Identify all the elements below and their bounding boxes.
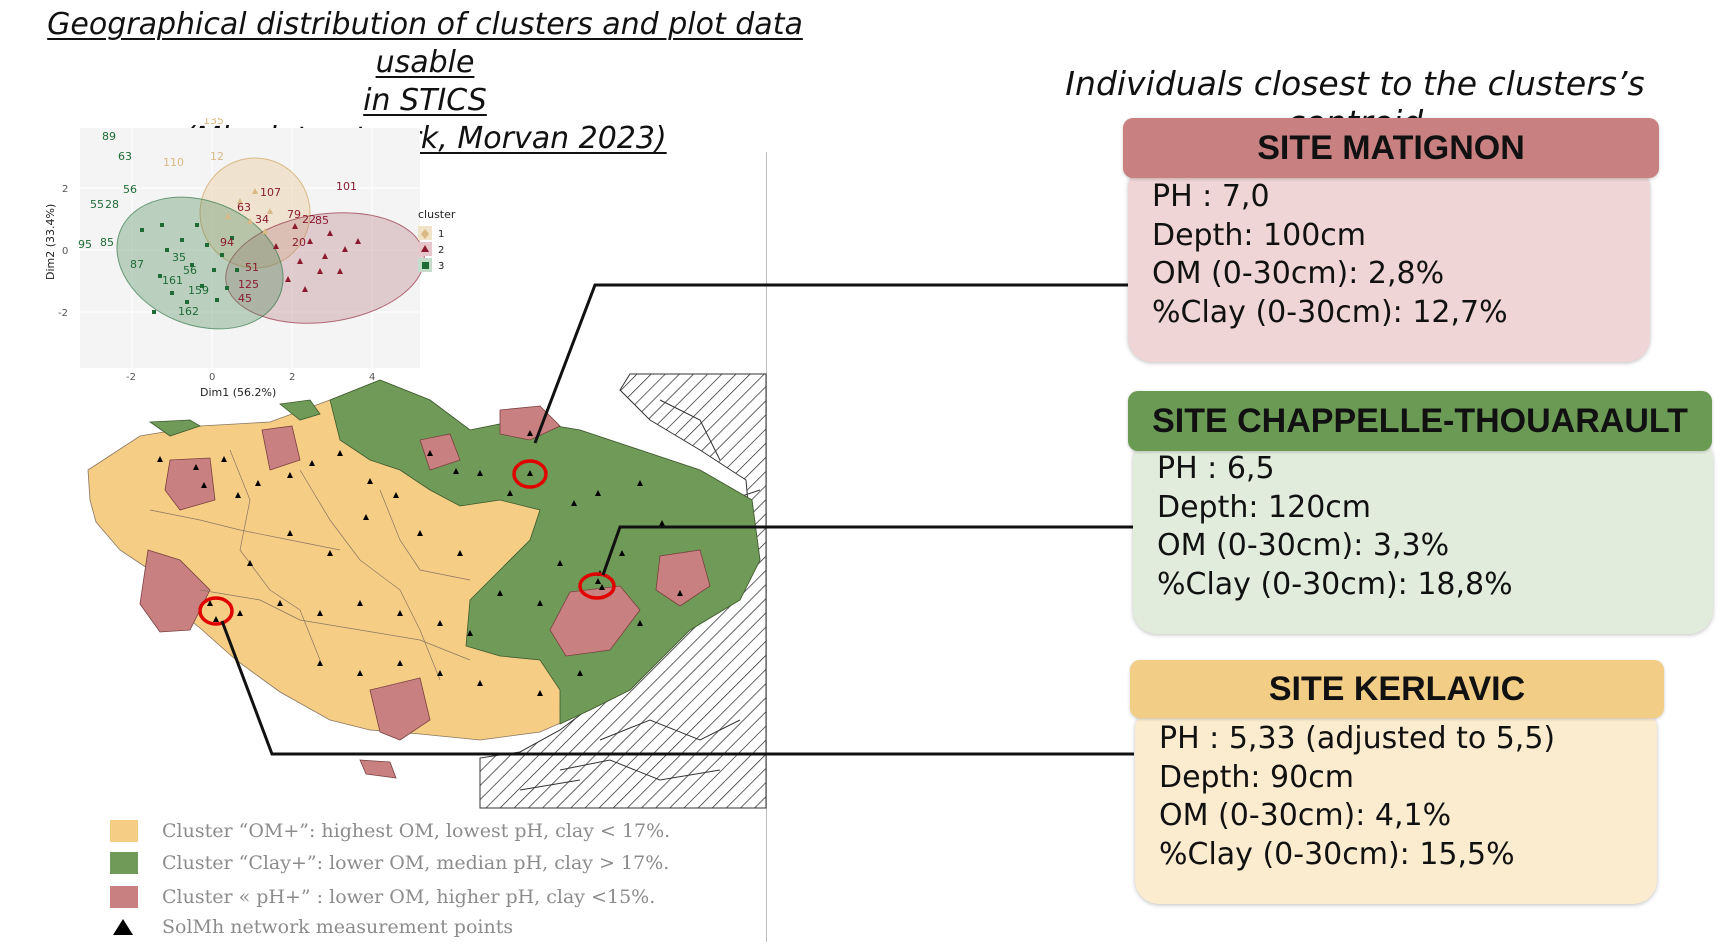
card-body: PH : 7,0 Depth: 100cm OM (0-30cm): 2,8% … bbox=[1128, 164, 1650, 362]
legend-label: Cluster “OM+”: highest OM, lowest pH, cl… bbox=[162, 820, 671, 842]
connector-kerlavic bbox=[220, 620, 1134, 756]
legend-swatch bbox=[110, 820, 138, 842]
pca-xtick: 4 bbox=[369, 372, 375, 383]
pca-legend-title: cluster bbox=[418, 208, 456, 221]
connector-matignon bbox=[533, 283, 1130, 444]
pca-label: 85 bbox=[100, 236, 114, 249]
pca-label: 107 bbox=[260, 186, 281, 199]
legend-label: Cluster “Clay+”: lower OM, median pH, cl… bbox=[162, 852, 670, 874]
triangle-icon bbox=[113, 919, 133, 935]
connector-chapelle bbox=[601, 525, 1133, 576]
pca-legend-item: 1 bbox=[438, 229, 444, 240]
title-line-2: in STICS bbox=[363, 83, 487, 118]
site-circle-chapelle bbox=[578, 572, 616, 600]
site-name: SITE CHAPPELLE-THOUARAULT bbox=[1128, 391, 1712, 451]
pca-ytick: -2 bbox=[58, 308, 68, 319]
legend-swatch bbox=[110, 886, 138, 908]
pca-ytick: 0 bbox=[62, 246, 68, 257]
region-ph-plus bbox=[419, 433, 461, 471]
pca-label: 162 bbox=[178, 305, 199, 318]
pca-label: 89 bbox=[102, 130, 116, 143]
site-ph: PH : 5,33 (adjusted to 5,5) bbox=[1159, 721, 1556, 756]
pca-label: 85 bbox=[315, 214, 329, 227]
pca-label: 63 bbox=[118, 150, 132, 163]
title-line-1: Geographical distribution of clusters an… bbox=[47, 7, 803, 80]
pca-label: 161 bbox=[162, 274, 183, 287]
measurement-points bbox=[157, 430, 683, 696]
pca-label: 135 bbox=[203, 118, 224, 127]
site-om: OM (0-30cm): 3,3% bbox=[1157, 528, 1450, 563]
region-ph-plus bbox=[261, 425, 301, 471]
site-depth: Depth: 90cm bbox=[1159, 759, 1354, 795]
site-clay: %Clay (0-30cm): 18,8% bbox=[1157, 566, 1513, 602]
site-om: OM (0-30cm): 2,8% bbox=[1152, 256, 1445, 291]
region-ph-plus bbox=[139, 549, 211, 633]
region-ph-plus bbox=[369, 677, 431, 741]
site-ph: PH : 6,5 bbox=[1157, 451, 1275, 486]
pca-label: 55 bbox=[90, 198, 104, 211]
legend-label: SolMh network measurement points bbox=[162, 916, 514, 938]
pca-label: 87 bbox=[130, 258, 144, 271]
legend-label: Cluster « pH+” : lower OM, higher pH, cl… bbox=[162, 886, 656, 908]
pca-label: 56 bbox=[183, 264, 197, 277]
pca-label: 28 bbox=[105, 198, 119, 211]
pca-ylabel: Dim2 (33.4%) bbox=[44, 204, 57, 280]
pca-label: 110 bbox=[163, 156, 184, 169]
pca-label: 79 bbox=[287, 208, 301, 221]
pca-ytick: 2 bbox=[62, 184, 68, 195]
pca-xtick: 2 bbox=[289, 372, 295, 383]
card-body: PH : 5,33 (adjusted to 5,5) Depth: 90cm … bbox=[1135, 706, 1657, 904]
pca-label: 51 bbox=[245, 261, 259, 274]
pca-label: 20 bbox=[292, 236, 306, 249]
site-name: SITE MATIGNON bbox=[1123, 118, 1659, 178]
pca-legend-item: 3 bbox=[438, 261, 444, 272]
region-ph-plus bbox=[549, 585, 641, 657]
legend-swatch bbox=[110, 852, 138, 874]
pca-label: 34 bbox=[255, 213, 269, 226]
pca-label: 95 bbox=[78, 238, 92, 251]
pca-label: 125 bbox=[238, 278, 259, 291]
pca-label: 63 bbox=[237, 201, 251, 214]
pca-label: 94 bbox=[220, 236, 234, 249]
pca-label: 22 bbox=[302, 213, 316, 226]
site-om: OM (0-30cm): 4,1% bbox=[1159, 798, 1452, 833]
pca-label: 35 bbox=[172, 251, 186, 264]
pca-label: 56 bbox=[123, 183, 137, 196]
pca-plot: 89 63 56 55 28 95 87 35 161 56 159 162 8… bbox=[44, 118, 456, 399]
pca-label: 101 bbox=[336, 180, 357, 193]
site-ph: PH : 7,0 bbox=[1152, 179, 1270, 214]
site-circle-kerlavic bbox=[198, 596, 234, 626]
site-clay: %Clay (0-30cm): 12,7% bbox=[1152, 294, 1508, 330]
region-ph-plus bbox=[655, 549, 711, 607]
region-ph-plus bbox=[164, 457, 216, 511]
site-circle-matignon bbox=[512, 459, 548, 489]
pca-xlabel: Dim1 (56.2%) bbox=[200, 386, 276, 399]
pca-label: 12 bbox=[210, 150, 224, 163]
pca-label: 45 bbox=[238, 292, 252, 305]
card-body: PH : 6,5 Depth: 120cm OM (0-30cm): 3,3% … bbox=[1133, 436, 1713, 634]
site-clay: %Clay (0-30cm): 15,5% bbox=[1159, 836, 1515, 872]
pca-xtick: 0 bbox=[209, 372, 215, 383]
pca-xtick: -2 bbox=[126, 372, 136, 383]
pca-label: 159 bbox=[188, 284, 209, 297]
site-name: SITE KERLAVIC bbox=[1130, 660, 1664, 718]
pca-legend-item: 2 bbox=[438, 245, 444, 256]
site-depth: Depth: 120cm bbox=[1157, 489, 1371, 525]
site-depth: Depth: 100cm bbox=[1152, 217, 1366, 253]
brittany-cluster-map bbox=[87, 373, 767, 809]
